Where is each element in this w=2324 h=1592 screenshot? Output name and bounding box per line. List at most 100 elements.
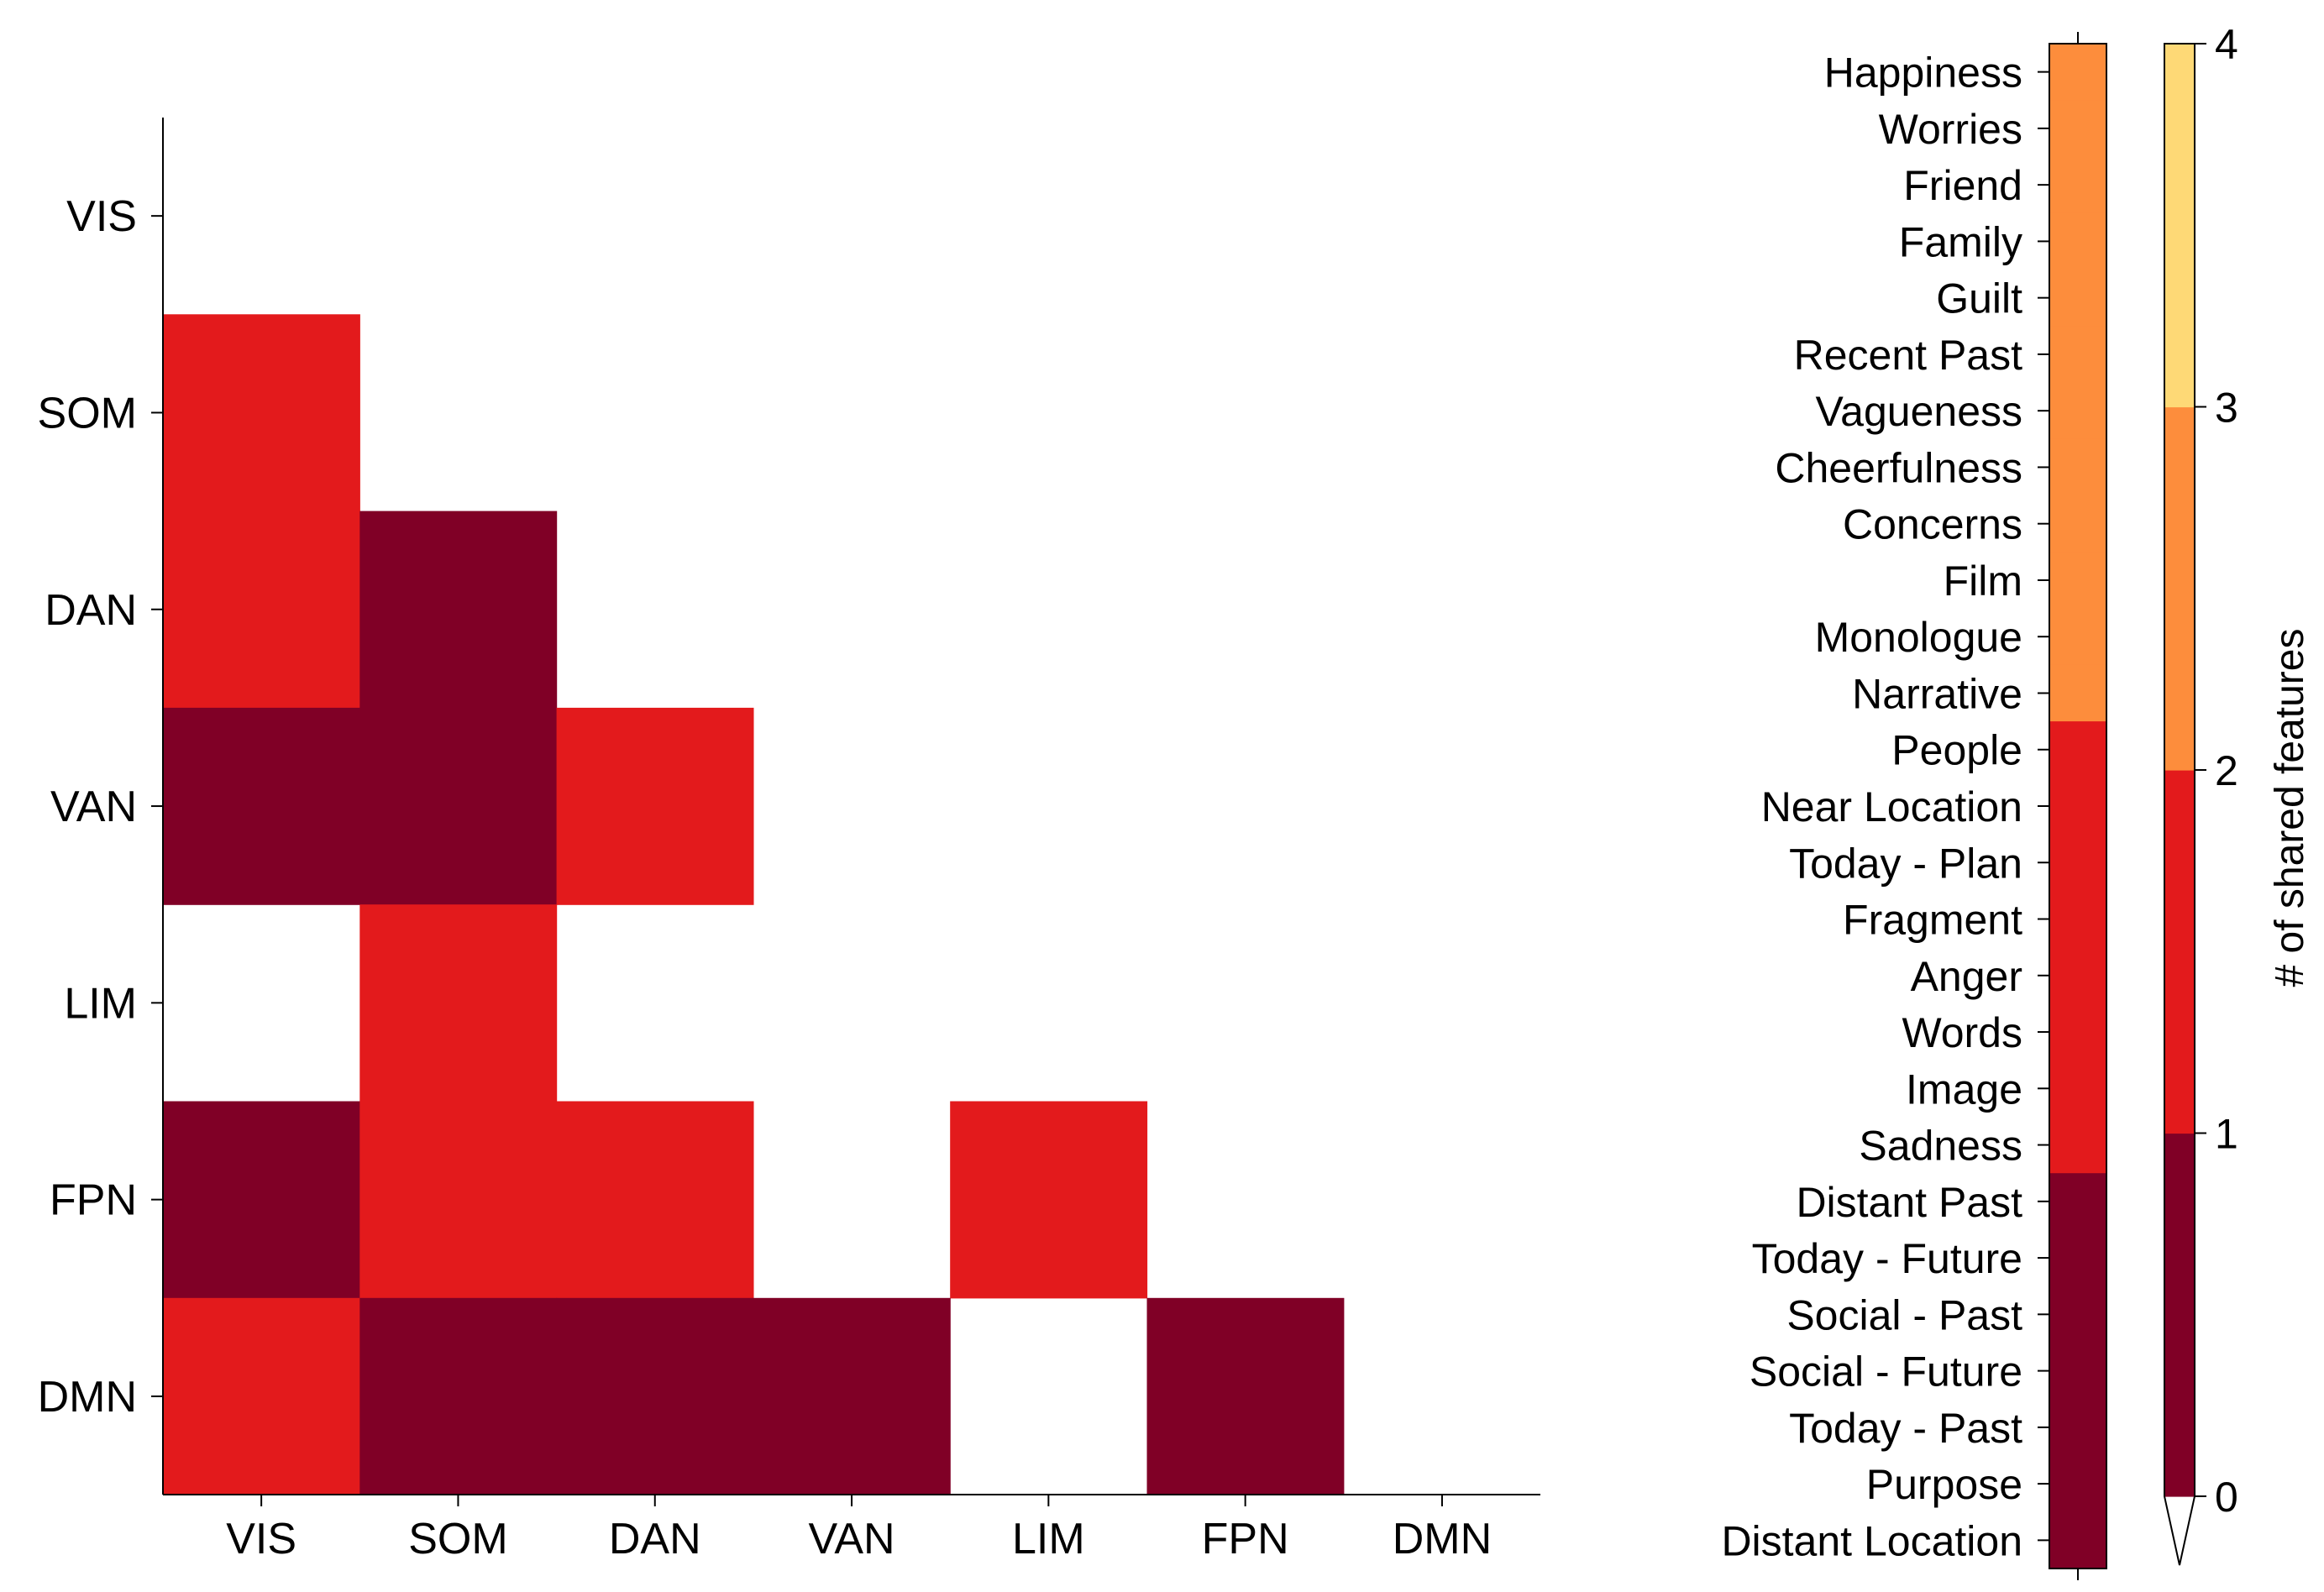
feature-label-recent-past: Recent Past	[1794, 332, 2022, 379]
feature-label-near-location: Near Location	[1761, 783, 2022, 830]
feature-label-social-future: Social - Future	[1750, 1348, 2022, 1396]
feature-cell-vagueness	[2049, 382, 2106, 440]
heatmap-x-tick-label-fpn: FPN	[1202, 1515, 1289, 1563]
heatmap-cell-fpn-dan	[556, 1101, 754, 1299]
feature-label-purpose: Purpose	[1866, 1461, 2022, 1508]
heatmap-cell-van-vis	[163, 707, 360, 905]
feature-cell-distant-past	[2049, 1173, 2106, 1231]
heatmap-y-tick-label-fpn: FPN	[50, 1176, 137, 1225]
feature-label-today-plan: Today - Plan	[1789, 840, 2022, 887]
feature-label-vagueness: Vagueness	[1816, 388, 2022, 435]
colorbar-segment-0-1	[2164, 1133, 2195, 1497]
feature-cell-cheerfulness	[2049, 438, 2106, 496]
feature-label-distant-past: Distant Past	[1796, 1179, 2022, 1226]
feature-cell-monologue	[2049, 608, 2106, 666]
feature-label-today-past: Today - Past	[1789, 1405, 2022, 1452]
feature-label-words: Words	[1902, 1009, 2022, 1056]
heatmap-cell-dan-vis	[163, 511, 360, 709]
feature-label-family: Family	[1899, 218, 2022, 265]
feature-cell-words	[2049, 1003, 2106, 1061]
network-heatmap-cells	[163, 314, 1345, 1495]
heatmap-y-tick-label-lim: LIM	[64, 979, 137, 1028]
feature-cell-film	[2049, 552, 2106, 610]
feature-label-concerns: Concerns	[1843, 501, 2022, 548]
heatmap-x-tick-label-dan: DAN	[609, 1515, 701, 1563]
colorbar-label: # of shared features	[2268, 629, 2312, 987]
feature-cell-narrative	[2049, 664, 2106, 722]
heatmap-cell-dmn-dan	[556, 1297, 754, 1495]
colorbar-tick-label-2: 2	[2215, 747, 2238, 794]
colorbar-outline-with-extend-triangle	[2164, 43, 2195, 1566]
heatmap-y-tick-label-dmn: DMN	[38, 1373, 137, 1422]
heatmap-cell-som-vis	[163, 314, 360, 512]
feature-cell-purpose	[2049, 1455, 2106, 1513]
feature-cell-social-past	[2049, 1286, 2106, 1343]
feature-label-cheerfulness: Cheerfulness	[1775, 444, 2022, 491]
colorbar-tick-label-3: 3	[2215, 385, 2238, 432]
feature-cell-sadness	[2049, 1116, 2106, 1174]
feature-cell-image	[2049, 1060, 2106, 1118]
feature-labels: Happiness Worries Friend Family Guilt Recent …	[1721, 50, 2049, 1564]
heatmap-cell-dmn-vis	[163, 1297, 360, 1495]
heatmap-cell-dmn-van	[753, 1297, 951, 1495]
feature-cell-concerns	[2049, 495, 2106, 552]
heatmap-x-tick-label-van: VAN	[809, 1515, 895, 1563]
heatmap-y-tick-label-dan: DAN	[45, 586, 137, 635]
heatmap-cell-van-som	[359, 707, 558, 905]
feature-cell-happiness	[2049, 44, 2106, 101]
feature-cell-today-plan	[2049, 834, 2106, 892]
colorbar-tick-label-4: 4	[2215, 21, 2238, 68]
feature-cell-social-future	[2049, 1343, 2106, 1400]
feature-cell-fragment	[2049, 890, 2106, 948]
feature-label-anger: Anger	[1911, 953, 2022, 1000]
heatmap-y-ticks: VIS SOM DAN VAN LIM FPN DMN	[38, 192, 163, 1422]
heatmap-cell-dmn-som	[359, 1297, 558, 1495]
colorbar-segment-3-4	[2164, 44, 2195, 408]
heatmap-x-tick-label-dmn: DMN	[1393, 1515, 1492, 1563]
feature-cell-friend	[2049, 156, 2106, 214]
feature-cell-guilt	[2049, 270, 2106, 327]
feature-cell-family	[2049, 212, 2106, 270]
feature-label-distant-location: Distant Location	[1721, 1517, 2022, 1564]
feature-cell-people	[2049, 721, 2106, 778]
feature-label-image: Image	[1906, 1066, 2022, 1113]
heatmap-cell-fpn-vis	[163, 1101, 360, 1299]
heatmap-x-ticks: VIS SOM DAN VAN LIM FPN DMN	[226, 1495, 1492, 1563]
feature-label-film: Film	[1944, 558, 2022, 605]
feature-cell-today-past	[2049, 1399, 2106, 1457]
heatmap-x-tick-label-som: SOM	[408, 1515, 507, 1563]
heatmap-x-tick-label-lim: LIM	[1012, 1515, 1085, 1563]
feature-cell-distant-location	[2049, 1511, 2106, 1569]
heatmap-cell-dan-som	[359, 511, 558, 709]
feature-cell-today-future	[2049, 1229, 2106, 1287]
feature-label-fragment: Fragment	[1843, 897, 2022, 944]
colorbar	[2164, 43, 2195, 1566]
feature-label-social-past: Social - Past	[1786, 1291, 2022, 1338]
feature-cell-worries	[2049, 100, 2106, 158]
heatmap-cell-van-dan	[556, 707, 754, 905]
colorbar-ticks: 0 1 2 3 4	[2195, 21, 2238, 1521]
feature-label-guilt: Guilt	[1936, 275, 2022, 322]
heatmap-x-tick-label-vis: VIS	[226, 1515, 296, 1563]
colorbar-segment-1-2	[2164, 770, 2195, 1134]
heatmap-cell-dmn-fpn	[1146, 1297, 1345, 1495]
colorbar-tick-label-0: 0	[2215, 1474, 2238, 1521]
colorbar-tick-label-1: 1	[2215, 1111, 2238, 1158]
feature-label-sadness: Sadness	[1859, 1123, 2022, 1170]
heatmap-cell-lim-som	[359, 904, 558, 1102]
feature-label-today-future: Today - Future	[1752, 1235, 2022, 1282]
feature-cell-near-location	[2049, 778, 2106, 835]
feature-label-worries: Worries	[1879, 106, 2022, 153]
feature-strip	[2049, 32, 2107, 1580]
feature-label-happiness: Happiness	[1824, 50, 2022, 97]
feature-label-people: People	[1891, 727, 2022, 774]
colorbar-segment-2-3	[2164, 406, 2195, 771]
heatmap-cell-fpn-som	[359, 1101, 558, 1299]
feature-label-narrative: Narrative	[1852, 670, 2022, 717]
heatmap-y-tick-label-vis: VIS	[66, 192, 137, 241]
feature-label-monologue: Monologue	[1815, 614, 2022, 661]
heatmap-y-tick-label-som: SOM	[38, 389, 137, 437]
heatmap-cell-fpn-lim	[950, 1101, 1148, 1299]
feature-label-friend: Friend	[1903, 162, 2022, 209]
